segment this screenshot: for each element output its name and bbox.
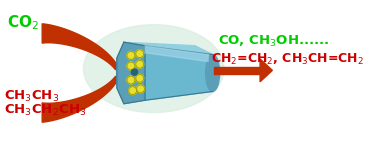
Polygon shape xyxy=(42,24,118,69)
Circle shape xyxy=(127,62,135,70)
Polygon shape xyxy=(42,77,118,122)
Circle shape xyxy=(136,74,144,82)
Circle shape xyxy=(127,76,135,84)
Text: CH$_3$CH$_3$: CH$_3$CH$_3$ xyxy=(5,89,60,104)
Text: CO, CH$_3$OH......: CO, CH$_3$OH...... xyxy=(218,34,329,49)
Text: CO$_2$: CO$_2$ xyxy=(7,13,39,32)
Polygon shape xyxy=(124,42,213,55)
Circle shape xyxy=(136,50,144,58)
Ellipse shape xyxy=(84,25,224,113)
Polygon shape xyxy=(214,67,262,74)
Circle shape xyxy=(129,87,136,94)
Polygon shape xyxy=(145,46,208,62)
Circle shape xyxy=(136,60,144,68)
Text: CH$_2$=CH$_2$, CH$_3$CH=CH$_2$: CH$_2$=CH$_2$, CH$_3$CH=CH$_2$ xyxy=(211,52,364,67)
Circle shape xyxy=(136,85,144,93)
Polygon shape xyxy=(260,59,273,82)
Circle shape xyxy=(132,69,138,75)
Circle shape xyxy=(127,52,135,59)
Polygon shape xyxy=(145,46,213,100)
Polygon shape xyxy=(117,42,145,104)
Text: CH$_3$CH$_2$CH$_3$: CH$_3$CH$_2$CH$_3$ xyxy=(5,103,87,118)
Ellipse shape xyxy=(206,55,220,91)
